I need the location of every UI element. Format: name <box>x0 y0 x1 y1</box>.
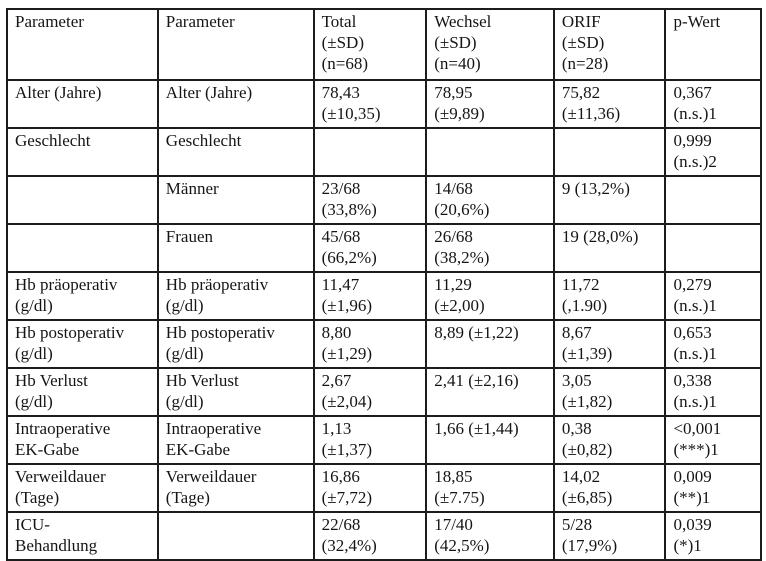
table-cell: 1,66 (±1,44) <box>425 415 555 465</box>
page: Parameter Parameter Total (±SD) (n=68) W… <box>6 8 762 561</box>
table-cell <box>312 127 428 177</box>
table-cell: 14/68 (20,6%) <box>425 175 555 225</box>
table-cell: 0,367 (n.s.)1 <box>664 79 762 129</box>
table-cell: 0,38 (±0,82) <box>552 415 667 465</box>
table-cell: Hb Verlust (g/dl) <box>156 367 315 417</box>
table-row-geschlecht: Geschlecht Geschlecht 0,999 (n.s.)2 <box>6 127 762 177</box>
table-cell: 8,67 (±1,39) <box>552 319 667 369</box>
column-header-p-wert: p-Wert <box>664 8 762 81</box>
table-cell: Hb postoperativ (g/dl) <box>156 319 315 369</box>
table-cell: 18,85 (±7.75) <box>425 463 555 513</box>
table-cell: 0,039 (*)1 <box>664 511 762 561</box>
table-cell <box>664 223 762 273</box>
table-cell: Intraoperative EK-Gabe <box>6 415 159 465</box>
table-cell: Geschlecht <box>156 127 315 177</box>
table-cell: Verweildauer (Tage) <box>6 463 159 513</box>
column-header-parameter-2: Parameter <box>156 8 315 81</box>
table-cell: Alter (Jahre) <box>156 79 315 129</box>
table-cell: 8,89 (±1,22) <box>425 319 555 369</box>
table-cell: Hb präoperativ (g/dl) <box>6 271 159 321</box>
column-header-parameter-1: Parameter <box>6 8 159 81</box>
table-cell: 2,41 (±2,16) <box>425 367 555 417</box>
table-cell: Hb präoperativ (g/dl) <box>156 271 315 321</box>
table-cell: 0,999 (n.s.)2 <box>664 127 762 177</box>
table-row-ek-gabe: Intraoperative EK-Gabe Intraoperative EK… <box>6 415 762 465</box>
table-cell: 11,72 (,1.90) <box>552 271 667 321</box>
column-header-wechsel: Wechsel (±SD) (n=40) <box>425 8 555 81</box>
table-cell: 19 (28,0%) <box>552 223 667 273</box>
statistics-table: Parameter Parameter Total (±SD) (n=68) W… <box>6 8 762 561</box>
table-cell: 3,05 (±1,82) <box>552 367 667 417</box>
table-cell <box>552 127 667 177</box>
table-cell: 8,80 (±1,29) <box>312 319 428 369</box>
column-header-total: Total (±SD) (n=68) <box>312 8 428 81</box>
table-cell: 23/68 (33,8%) <box>312 175 428 225</box>
table-cell <box>664 175 762 225</box>
table-cell: 0,279 (n.s.)1 <box>664 271 762 321</box>
table-row-hb-postoperativ: Hb postoperativ (g/dl) Hb postoperativ (… <box>6 319 762 369</box>
table-cell: 75,82 (±11,36) <box>552 79 667 129</box>
table-cell: 2,67 (±2,04) <box>312 367 428 417</box>
table-cell: Intraoperative EK-Gabe <box>156 415 315 465</box>
table-cell: 17/40 (42,5%) <box>425 511 555 561</box>
table-cell: 0,653 (n.s.)1 <box>664 319 762 369</box>
table-row-hb-praeoperativ: Hb präoperativ (g/dl) Hb präoperativ (g/… <box>6 271 762 321</box>
table-cell: 14,02 (±6,85) <box>552 463 667 513</box>
table-cell: 11,47 (±1,96) <box>312 271 428 321</box>
column-header-orif: ORIF (±SD) (n=28) <box>552 8 667 81</box>
table-cell: Verweildauer (Tage) <box>156 463 315 513</box>
table-cell: Alter (Jahre) <box>6 79 159 129</box>
table-cell: 78,95 (±9,89) <box>425 79 555 129</box>
table-row-alter: Alter (Jahre) Alter (Jahre) 78,43 (±10,3… <box>6 79 762 129</box>
table-cell: 0,338 (n.s.)1 <box>664 367 762 417</box>
table-row-maenner: Männer 23/68 (33,8%) 14/68 (20,6%) 9 (13… <box>6 175 762 225</box>
table-cell <box>6 175 159 225</box>
table-cell: 11,29 (±2,00) <box>425 271 555 321</box>
table-cell: 1,13 (±1,37) <box>312 415 428 465</box>
table-cell <box>6 223 159 273</box>
table-header-row: Parameter Parameter Total (±SD) (n=68) W… <box>6 8 762 81</box>
table-cell: Männer <box>156 175 315 225</box>
table-cell: ICU- Behandlung <box>6 511 159 561</box>
table-cell: 45/68 (66,2%) <box>312 223 428 273</box>
table-cell: 9 (13,2%) <box>552 175 667 225</box>
table-cell: Hb Verlust (g/dl) <box>6 367 159 417</box>
table-row-hb-verlust: Hb Verlust (g/dl) Hb Verlust (g/dl) 2,67… <box>6 367 762 417</box>
table-cell: 5/28 (17,9%) <box>552 511 667 561</box>
table-cell: Geschlecht <box>6 127 159 177</box>
table-cell: 16,86 (±7,72) <box>312 463 428 513</box>
table-row-frauen: Frauen 45/68 (66,2%) 26/68 (38,2%) 19 (2… <box>6 223 762 273</box>
table-cell <box>425 127 555 177</box>
table-row-icu: ICU- Behandlung 22/68 (32,4%) 17/40 (42,… <box>6 511 762 561</box>
table-cell: <0,001 (***)1 <box>664 415 762 465</box>
table-row-verweildauer: Verweildauer (Tage) Verweildauer (Tage) … <box>6 463 762 513</box>
table-cell: 26/68 (38,2%) <box>425 223 555 273</box>
table-cell: 22/68 (32,4%) <box>312 511 428 561</box>
table-cell <box>156 511 315 561</box>
table-cell: Hb postoperativ (g/dl) <box>6 319 159 369</box>
table-cell: Frauen <box>156 223 315 273</box>
table-cell: 0,009 (**)1 <box>664 463 762 513</box>
table-cell: 78,43 (±10,35) <box>312 79 428 129</box>
